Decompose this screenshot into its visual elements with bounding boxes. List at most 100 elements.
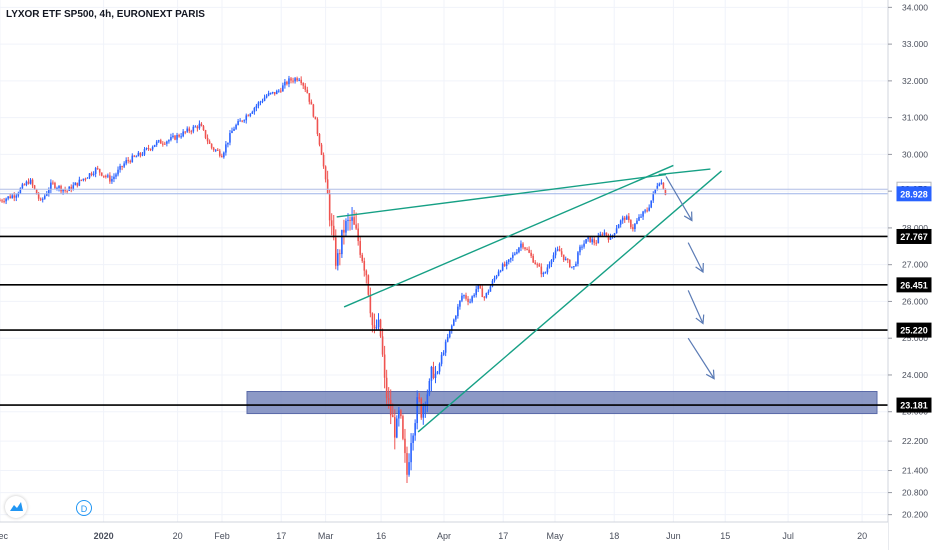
candle-body-118	[239, 120, 241, 122]
candle-body-149	[302, 83, 305, 86]
candle-body-320	[650, 200, 652, 208]
candle-body-134	[271, 91, 274, 93]
candle-body-302	[613, 233, 616, 236]
candle-body-165	[334, 237, 337, 266]
candle-body-315	[640, 216, 642, 218]
candle-body-19	[37, 194, 40, 199]
candle-body-267	[542, 272, 545, 275]
candle-body-170	[345, 220, 347, 233]
level-label-1-bg	[896, 277, 932, 293]
candles	[0, 75, 667, 483]
candle-body-114	[231, 130, 233, 134]
grid	[0, 0, 888, 522]
candle-body-148	[300, 79, 302, 84]
candle-body-193	[391, 415, 394, 418]
candle-body-269	[546, 267, 549, 273]
candle-body-71	[143, 149, 146, 155]
candle-body-109	[221, 155, 223, 158]
y-tick-label-10: 24.000	[902, 370, 928, 380]
candle-body-220	[446, 337, 449, 342]
candle-body-216	[438, 363, 441, 372]
tradingview-logo-icon[interactable]	[5, 496, 27, 518]
candle-body-55	[111, 178, 113, 182]
candle-body-296	[601, 234, 604, 236]
candle-body-124	[251, 111, 254, 114]
candle-body-325	[660, 182, 663, 184]
candle-body-139	[282, 85, 284, 92]
candle-body-14	[27, 181, 30, 184]
candle-body-133	[269, 92, 272, 94]
arrow-shaft-0	[665, 176, 693, 221]
candle-body-28	[56, 188, 58, 190]
candle-body-261	[530, 252, 532, 256]
candle-body-51	[102, 175, 105, 177]
candle-body-264	[536, 264, 539, 266]
candle-body-87	[176, 134, 178, 140]
candle-body-5	[9, 196, 11, 199]
candle-body-310	[630, 220, 632, 228]
candle-body-287	[583, 243, 585, 247]
candle-body-313	[636, 220, 638, 224]
trend-lines	[336, 164, 722, 433]
candle-body-241	[489, 286, 492, 292]
x-tick-label-8: 17	[498, 531, 508, 541]
candle-body-11	[21, 184, 24, 189]
candle-body-219	[444, 341, 447, 353]
candle-body-8	[15, 195, 18, 198]
candle-body-189	[383, 354, 386, 378]
candle-body-47	[94, 168, 97, 174]
candle-body-20	[39, 198, 42, 200]
candle-body-136	[275, 90, 278, 95]
candle-body-235	[477, 285, 480, 290]
candle-body-13	[25, 181, 28, 185]
candle-body-119	[241, 120, 243, 122]
candle-body-126	[255, 105, 258, 109]
candle-body-187	[379, 319, 382, 337]
y-tick-label-3: 31.000	[902, 113, 928, 123]
candle-body-285	[579, 246, 581, 253]
level-label-3-bg	[896, 397, 932, 413]
candle-body-253	[514, 253, 516, 255]
candle-body-135	[273, 91, 276, 95]
candle-body-270	[548, 264, 551, 268]
candle-body-283	[575, 263, 577, 267]
last-price-label-1: 28.928	[900, 189, 928, 199]
candle-body-83	[168, 140, 170, 142]
candle-body-197	[400, 410, 402, 417]
candle-body-142	[288, 78, 290, 85]
candle-body-212	[430, 366, 433, 381]
candle-body-97	[196, 126, 199, 129]
candle-body-91	[184, 131, 186, 133]
d-badge[interactable]: D	[76, 500, 92, 516]
candle-body-307	[623, 217, 626, 220]
candle-body-182	[369, 294, 372, 314]
candle-body-167	[339, 253, 341, 255]
candle-body-6	[11, 195, 14, 199]
arrow-shaft-1	[687, 242, 704, 273]
price-axis: 34.00033.00032.00031.00030.00029.00028.0…	[887, 0, 932, 550]
candle-body-171	[347, 219, 349, 221]
candle-body-192	[389, 400, 392, 416]
candle-body-211	[428, 380, 431, 395]
candle-body-184	[373, 325, 376, 329]
x-tick-label-2: 20	[173, 531, 183, 541]
candle-body-291	[591, 239, 593, 243]
candle-body-205	[416, 397, 418, 424]
candle-body-282	[573, 266, 575, 268]
candle-body-255	[518, 247, 520, 253]
arrow-shaft-3	[687, 337, 715, 379]
candle-body-260	[528, 249, 530, 253]
candle-body-9	[17, 193, 20, 196]
arrow-head-1	[695, 263, 704, 274]
candle-body-81	[164, 143, 166, 145]
x-tick-label-3: Feb	[214, 531, 230, 541]
x-tick-label-9: May	[546, 531, 564, 541]
candle-body-279	[566, 258, 569, 260]
candle-body-49	[98, 168, 101, 173]
candle-body-234	[475, 289, 477, 295]
time-axis: Dec202020Feb17Mar16Apr17May18Jun15Jul20	[0, 521, 888, 550]
candle-body-68	[137, 152, 140, 157]
candle-body-309	[628, 216, 630, 221]
